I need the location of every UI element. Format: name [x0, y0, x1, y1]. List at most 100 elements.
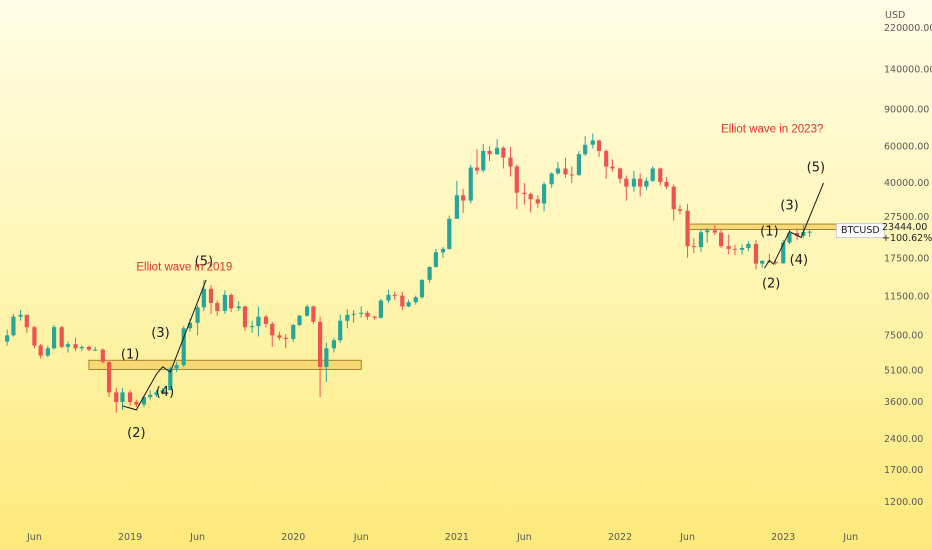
- support-zone: [88, 359, 362, 370]
- candle-body: [277, 335, 282, 338]
- candle-body: [427, 266, 432, 280]
- candle-body: [555, 168, 561, 174]
- candle-body: [181, 328, 186, 366]
- candle-body: [794, 233, 800, 236]
- candle-body: [229, 294, 234, 309]
- candle-body: [73, 344, 78, 349]
- y-tick-label: 2400.00: [884, 434, 923, 445]
- candle-body: [24, 314, 29, 328]
- candle-body: [781, 242, 786, 264]
- x-tick-label: 2020: [281, 532, 305, 543]
- candle-body: [141, 397, 147, 405]
- candle-body: [604, 150, 609, 167]
- y-tick-label: 220000.00: [884, 23, 932, 34]
- x-tick-label: Jun: [26, 532, 42, 543]
- candle-body: [481, 150, 486, 171]
- candle-body: [297, 315, 302, 325]
- x-tick-label: 2019: [118, 532, 142, 543]
- last-price: 23444.00: [882, 221, 928, 233]
- candle-body: [583, 144, 588, 155]
- candle-body: [127, 392, 133, 402]
- candle-body: [528, 193, 533, 200]
- candle-body: [576, 154, 582, 175]
- wave-path: [122, 279, 207, 411]
- symbol-tag: BTCUSD: [836, 222, 885, 238]
- candle-body: [45, 348, 50, 356]
- candle-body: [86, 346, 92, 350]
- symbol-label: BTCUSD: [841, 224, 880, 236]
- candle-body: [32, 327, 37, 346]
- candle-body: [168, 368, 173, 391]
- x-tick-label: Jun: [353, 532, 369, 543]
- candle-body: [100, 349, 105, 362]
- candle-body: [461, 195, 466, 201]
- candle-body: [79, 346, 84, 349]
- y-tick-label: 7500.00: [884, 330, 923, 341]
- candle-body: [201, 288, 206, 308]
- candle-body: [691, 246, 696, 248]
- candle-body: [324, 348, 329, 367]
- wave-label: (4): [156, 385, 174, 400]
- candle-body: [236, 306, 241, 309]
- candle-body: [746, 243, 751, 248]
- candle-body: [671, 186, 676, 210]
- candle-body: [250, 326, 255, 328]
- candle-body: [413, 297, 418, 303]
- candle-body: [11, 316, 16, 336]
- candle-body: [365, 312, 370, 317]
- candle-body: [400, 295, 405, 307]
- candle-body: [712, 230, 717, 233]
- candle-body: [263, 316, 269, 324]
- candle-body: [705, 230, 710, 233]
- candle-body: [134, 401, 139, 405]
- y-tick-label: 27500.00: [884, 212, 929, 223]
- wave-label: (3): [780, 198, 798, 213]
- candle-body: [617, 168, 623, 179]
- candle-body: [685, 210, 690, 247]
- y-tick-label: 5100.00: [884, 365, 923, 376]
- candle-body: [106, 361, 112, 393]
- x-tick-label: 2021: [445, 532, 469, 543]
- candle-body: [447, 218, 452, 249]
- candle-body: [767, 260, 772, 262]
- candle-body: [487, 150, 492, 155]
- annotation-text: Elliot wave in 2019: [136, 261, 232, 273]
- candle-body: [760, 260, 765, 264]
- candle-body: [698, 232, 704, 248]
- candle-body: [631, 178, 637, 187]
- candle-body: [406, 302, 411, 307]
- candle-body: [311, 306, 316, 322]
- x-tick-label: Jun: [189, 532, 205, 543]
- candle-body: [474, 167, 480, 171]
- candle-body: [305, 306, 310, 316]
- candle-body: [59, 327, 64, 347]
- candle-body: [392, 294, 397, 296]
- last-price-tag: 23444.00 +100.62%: [882, 222, 932, 244]
- candle-body: [338, 320, 343, 341]
- candle-body: [270, 323, 275, 336]
- x-tick-label: 2022: [608, 532, 632, 543]
- candle-body: [18, 314, 23, 317]
- candle-body: [535, 199, 540, 204]
- candle-body: [650, 168, 655, 181]
- candle-body: [359, 312, 364, 314]
- candle-body: [753, 243, 759, 264]
- candle-body: [65, 344, 71, 347]
- wave-label: (2): [127, 426, 145, 441]
- candle-body: [120, 392, 125, 402]
- candle-body: [454, 195, 459, 219]
- y-tick-label: 140000.00: [884, 64, 932, 75]
- candle-body: [38, 345, 43, 356]
- annotation-text: Elliot wave in 2023?: [721, 123, 823, 135]
- candle-body: [93, 349, 98, 351]
- candle-body: [215, 302, 220, 311]
- wave-label: (1): [760, 224, 778, 239]
- candle-body: [726, 246, 731, 249]
- candle-body: [773, 261, 778, 264]
- candle-body: [677, 209, 683, 211]
- candle-body: [638, 178, 643, 187]
- y-tick-label: 1200.00: [884, 497, 923, 508]
- candle-body: [433, 252, 438, 267]
